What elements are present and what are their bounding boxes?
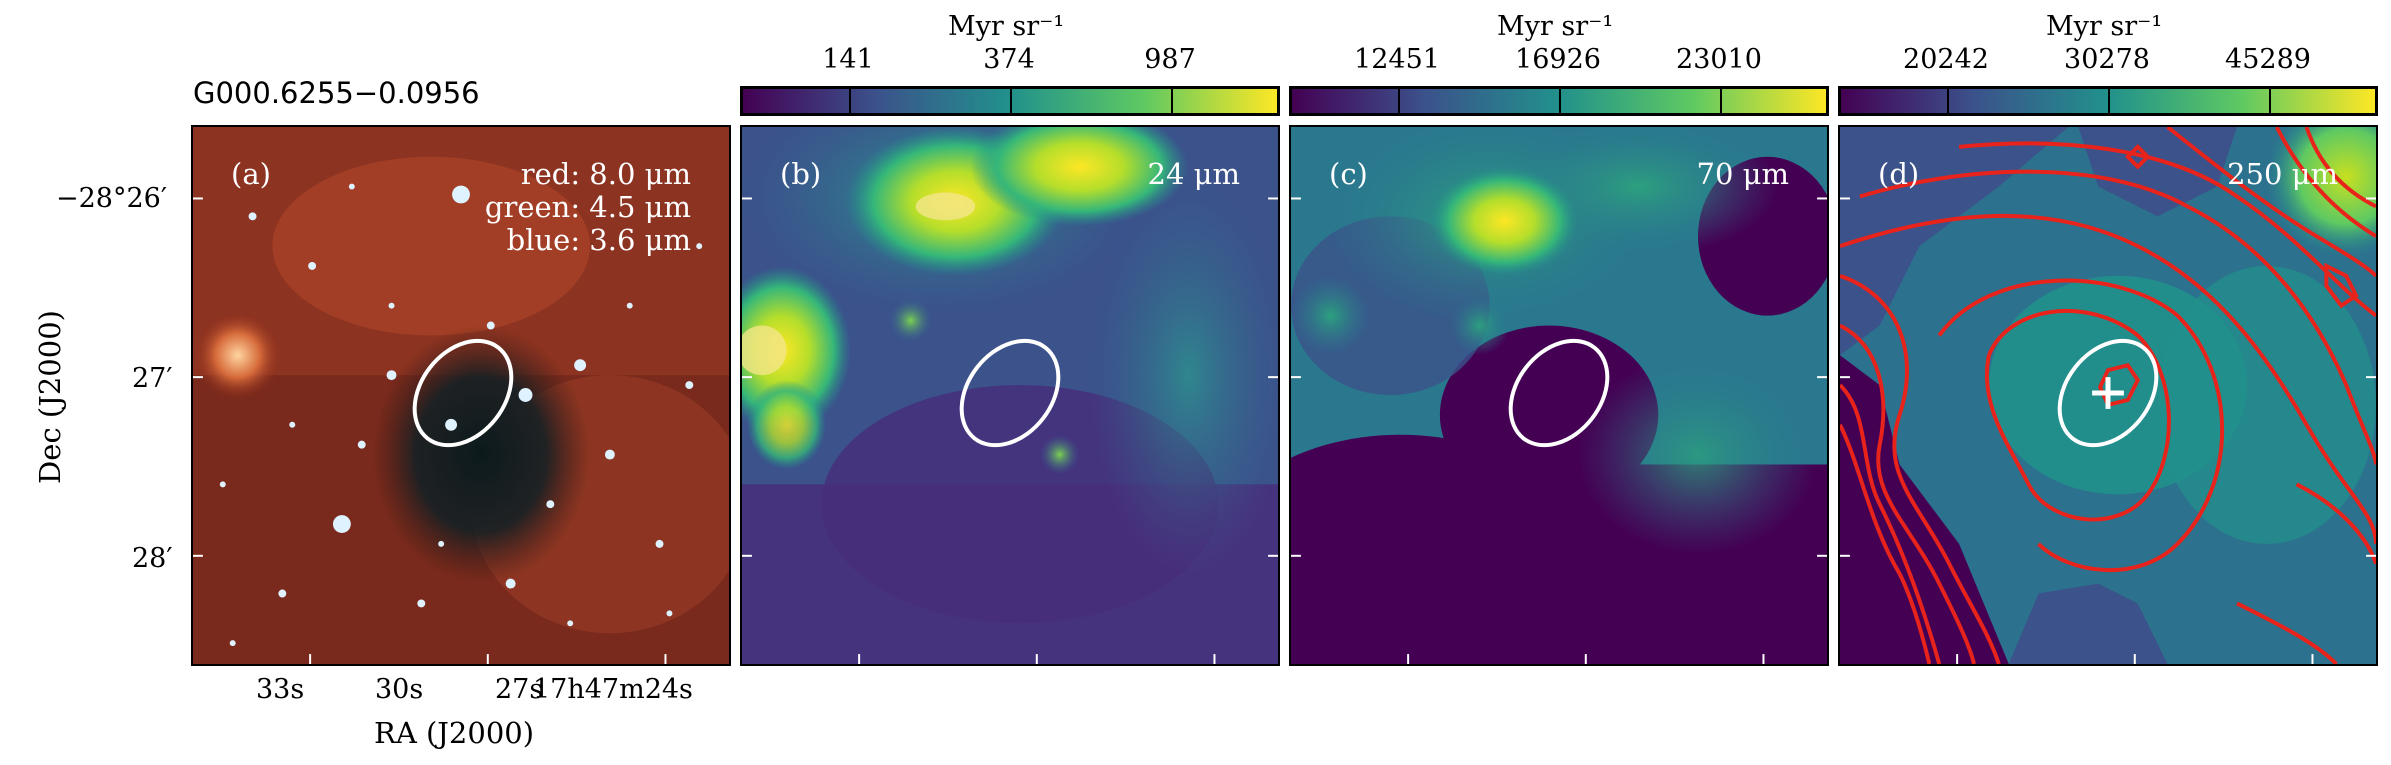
colorbar-b-tick bbox=[1010, 89, 1012, 113]
colorbar-c-tick-label: 12451 bbox=[1354, 44, 1440, 75]
colorbar-b-tick bbox=[849, 89, 851, 113]
colorbar-d-tick-label: 20242 bbox=[1903, 44, 1989, 75]
panel-d-wavelength: 250 μm bbox=[2227, 157, 2338, 191]
aperture-ellipse bbox=[412, 338, 514, 448]
y-tick-label-27: 27′ bbox=[132, 363, 173, 394]
map-24um-image bbox=[742, 127, 1278, 664]
colorbar-b bbox=[740, 86, 1280, 116]
panel-d-label: (d) bbox=[1878, 157, 1920, 191]
map-250um-image bbox=[1840, 127, 2376, 664]
colorbar-c bbox=[1289, 86, 1829, 116]
colorbar-b-tick-label: 141 bbox=[822, 44, 874, 75]
y-tick-label-26: −28°26′ bbox=[56, 183, 167, 214]
colorbar-b-tick-label: 374 bbox=[983, 44, 1035, 75]
colorbar-b-tick-label: 987 bbox=[1144, 44, 1196, 75]
rgb-red-label: red: 8.0 μm bbox=[520, 157, 691, 191]
panel-d-250um-map: (d) 250 μm bbox=[1838, 125, 2378, 666]
y-tick-label-28: 28′ bbox=[132, 543, 173, 574]
rgb-green-label: green: 4.5 μm bbox=[484, 190, 691, 224]
y-axis-label: Dec (J2000) bbox=[33, 310, 67, 484]
rgb-blue-label: blue: 3.6 μm bbox=[506, 223, 691, 257]
colorbar-d-tick bbox=[2108, 89, 2110, 113]
colorbar-b-unit: Myr sr⁻¹ bbox=[948, 11, 1065, 42]
contour-lines bbox=[1840, 127, 2376, 664]
aperture-ellipse bbox=[1508, 338, 1610, 448]
source-name: G000.6255−0.0956 bbox=[193, 76, 480, 110]
colorbar-d-tick bbox=[1947, 89, 1949, 113]
panel-c-70um-map: (c) 70 μm bbox=[1289, 125, 1829, 666]
colorbar-c-tick bbox=[1398, 89, 1400, 113]
colorbar-b-tick bbox=[1171, 89, 1173, 113]
rgb-composite-image bbox=[193, 127, 729, 664]
colorbar-d bbox=[1838, 86, 2378, 116]
colorbar-c-tick bbox=[1720, 89, 1722, 113]
panel-a-rgb-image: (a) red: 8.0 μm green: 4.5 μm blue: 3.6 … bbox=[191, 125, 731, 666]
panel-b-24um-map: (b) 24 μm bbox=[740, 125, 1280, 666]
panel-b-label: (b) bbox=[780, 157, 822, 191]
x-tick-label-33s: 33s bbox=[256, 674, 305, 705]
x-tick-label-24s: 17h47m24s bbox=[533, 674, 693, 705]
colorbar-d-tick bbox=[2269, 89, 2271, 113]
panel-a-label: (a) bbox=[231, 157, 271, 191]
colorbar-d-tick-label: 45289 bbox=[2225, 44, 2311, 75]
colorbar-d-tick-label: 30278 bbox=[2064, 44, 2150, 75]
colorbar-c-tick-label: 23010 bbox=[1676, 44, 1762, 75]
x-axis-label: RA (J2000) bbox=[374, 716, 535, 750]
peak-marker-cross bbox=[2092, 377, 2124, 409]
star-field bbox=[219, 183, 703, 647]
x-tick-label-30s: 30s bbox=[375, 674, 424, 705]
colorbar-c-unit: Myr sr⁻¹ bbox=[1497, 11, 1614, 42]
aperture-ellipse bbox=[959, 338, 1061, 448]
panel-c-label: (c) bbox=[1329, 157, 1368, 191]
colorbar-d-unit: Myr sr⁻¹ bbox=[2046, 11, 2163, 42]
colorbar-c-tick-label: 16926 bbox=[1515, 44, 1601, 75]
panel-b-wavelength: 24 μm bbox=[1147, 157, 1240, 191]
panel-c-wavelength: 70 μm bbox=[1696, 157, 1789, 191]
x-tick-label-27s: 27s bbox=[495, 674, 544, 705]
colorbar-c-tick bbox=[1559, 89, 1561, 113]
map-70um-image bbox=[1291, 127, 1827, 664]
aperture-ellipse bbox=[2057, 338, 2159, 448]
